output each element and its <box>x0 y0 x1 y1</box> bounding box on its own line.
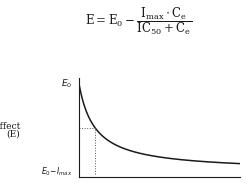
Text: $E_0\!-\! I_{max}$: $E_0\!-\! I_{max}$ <box>41 165 73 178</box>
Text: $\mathregular{E = E_0 - \dfrac{I_{max} \cdot C_e}{IC_{50} + C_e}}$: $\mathregular{E = E_0 - \dfrac{I_{max} \… <box>85 5 192 37</box>
Text: $E_0$: $E_0$ <box>61 78 73 90</box>
Text: Effect: Effect <box>0 122 21 131</box>
Text: (E): (E) <box>7 129 21 139</box>
